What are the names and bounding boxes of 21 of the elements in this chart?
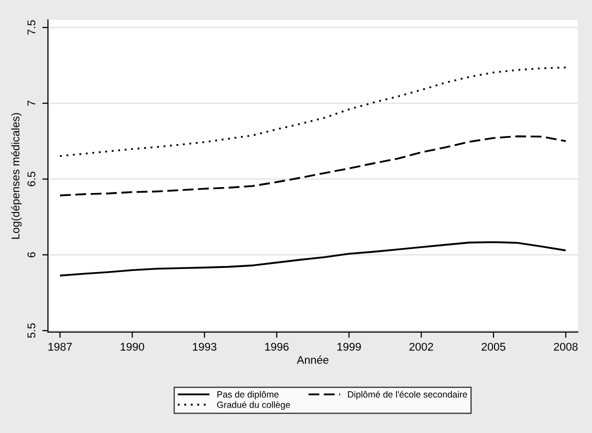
- x-tick-label: 2005: [482, 342, 506, 351]
- x-tick-label: 1990: [120, 342, 144, 351]
- x-tick-label: 1993: [192, 342, 216, 351]
- y-axis-title: Log(dépenses médicales): [11, 113, 22, 239]
- legend-label: Diplômé de l'école secondaire: [348, 390, 468, 400]
- x-axis-title: Année: [296, 356, 328, 364]
- y-tick-label: 5.5: [28, 323, 36, 338]
- y-tick-label: 6.5: [27, 172, 36, 186]
- x-tick-label: 1987: [48, 342, 72, 351]
- line-series: [59, 241, 567, 276]
- x-tick-label: 1999: [337, 342, 361, 351]
- x-tick-label: 2008: [554, 342, 578, 351]
- x-tick-label: 2002: [409, 342, 434, 351]
- y-tick-label: 6: [27, 252, 36, 258]
- line-series: [59, 135, 567, 196]
- legend-label: Pas de diplôme: [217, 390, 278, 400]
- y-tick-label: 7.5: [28, 20, 36, 35]
- y-tick-label: 7: [28, 100, 36, 106]
- x-tick-label: 1996: [265, 342, 289, 351]
- legend-label: Gradué du collège: [217, 401, 290, 410]
- line-series: [59, 66, 567, 157]
